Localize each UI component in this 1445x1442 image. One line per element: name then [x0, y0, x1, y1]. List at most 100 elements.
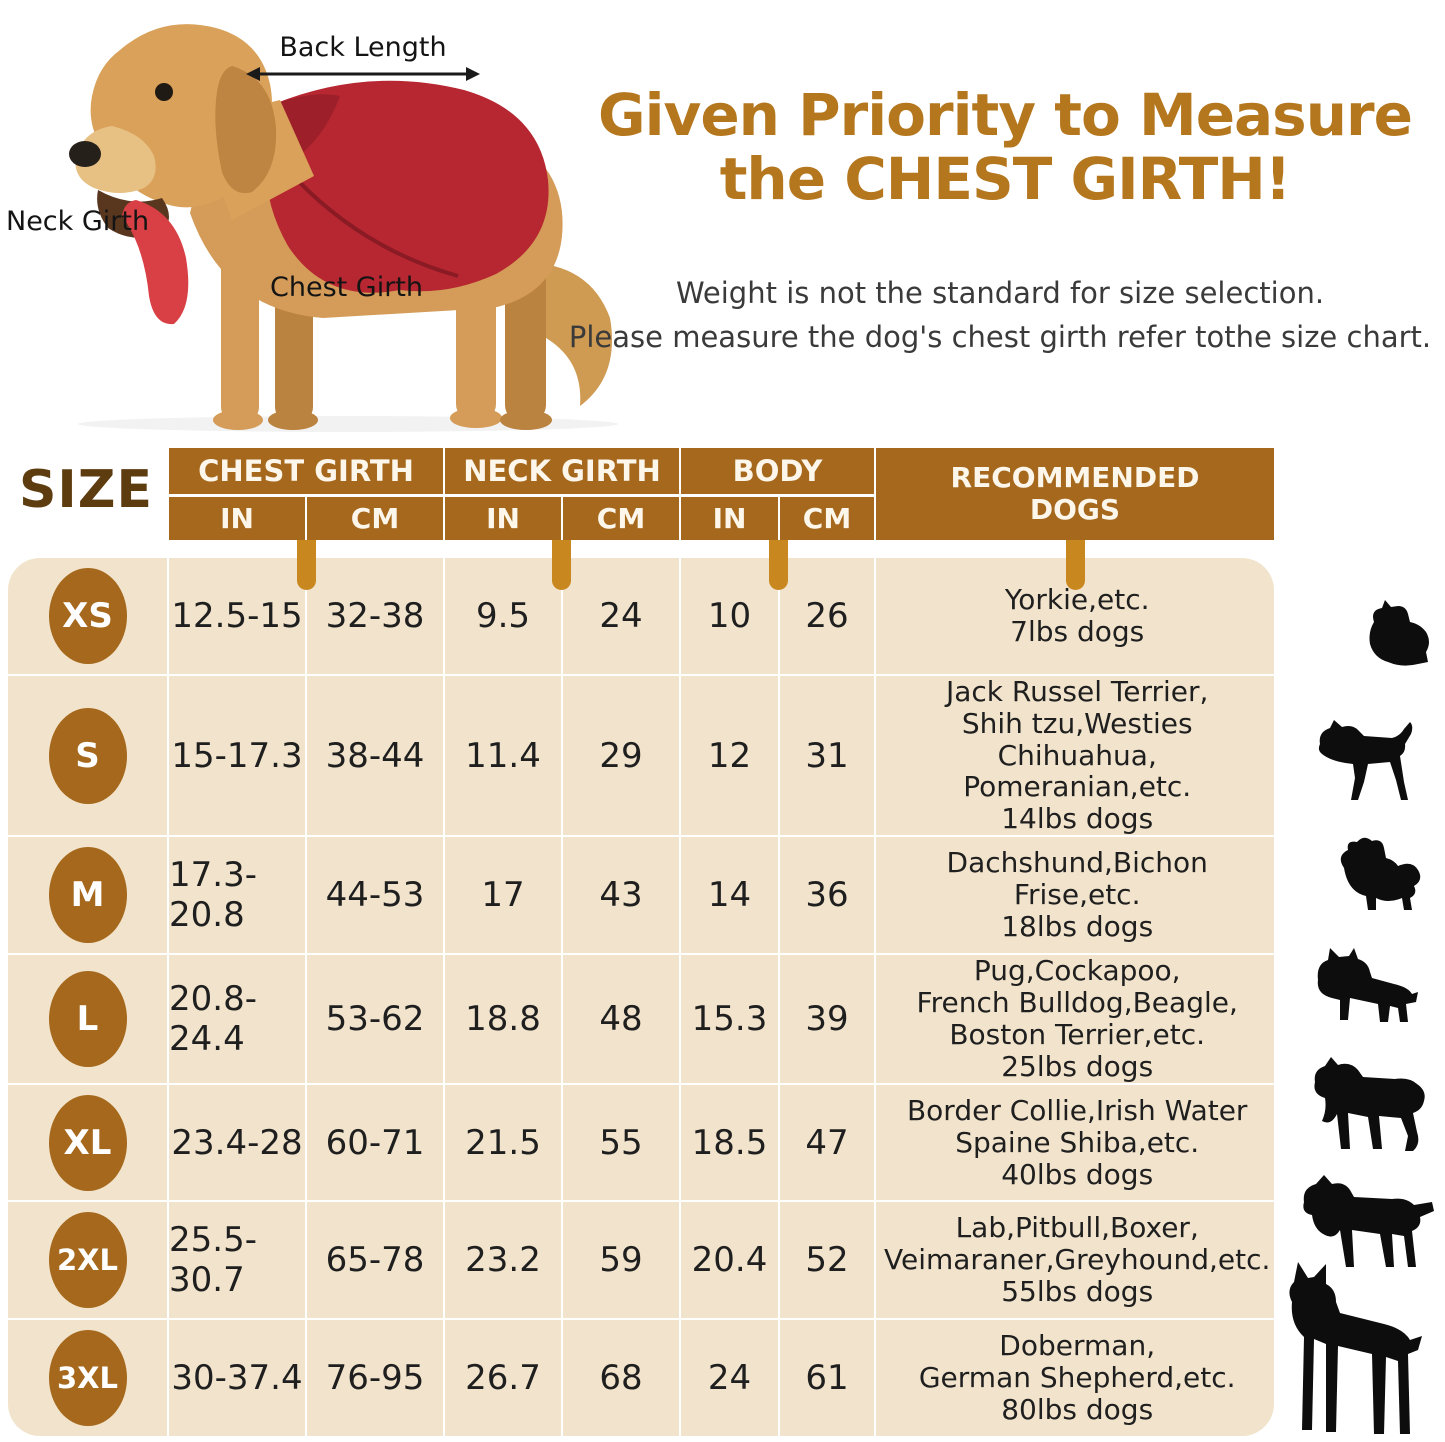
3xl-chest-cm: 76-95: [307, 1320, 443, 1436]
table-row-3xl-badge-cell: 3XL: [8, 1320, 167, 1436]
m-body-in: 14: [681, 837, 778, 954]
size-badge-s: S: [48, 707, 127, 804]
dog-tongue: [122, 200, 189, 325]
table-row-s-badge-cell: S: [8, 675, 167, 836]
xs-body-cm: 26: [780, 558, 874, 674]
table-row-xl-badge-cell: XL: [8, 1084, 167, 1201]
size-badge-l: L: [48, 970, 127, 1067]
bichon-frise-icon: [1340, 837, 1421, 910]
m-neck-in: 17: [445, 837, 561, 954]
title-line-1: Given Priority to Measure: [598, 81, 1413, 149]
back-length-label: Back Length: [279, 32, 447, 63]
xs-neck-in: 9.5: [445, 558, 561, 674]
header-tab-decoration: [552, 540, 571, 590]
page-subtitle: Weight is not the standard for size sele…: [555, 272, 1445, 359]
3xl-neck-cm: 68: [563, 1320, 679, 1436]
l-recommended-dogs: Pug,Cockapoo, French Bulldog,Beagle, Bosto…: [876, 955, 1274, 1083]
2xl-body-in: 20.4: [681, 1202, 778, 1319]
xs-chest-in: 12.5-15: [169, 558, 305, 674]
2xl-recommended-dogs: Lab,Pitbull,Boxer, Veimaraner,Greyhound,e…: [876, 1202, 1274, 1319]
arrow-right-head: [466, 67, 480, 81]
dog-muzzle: [75, 126, 156, 193]
dog-coat-piping: [284, 166, 459, 278]
2xl-neck-in: 23.2: [445, 1202, 561, 1319]
body-in-header: IN: [681, 497, 778, 540]
chest-cm-header: CM: [307, 497, 443, 540]
french-bulldog-icon: [1317, 948, 1418, 1022]
title-line-2: the CHEST GIRTH!: [719, 144, 1292, 213]
chest-girth-header: CHEST GIRTH: [169, 448, 443, 494]
neck-girth-header: NECK GIRTH: [445, 448, 679, 494]
s-neck-cm: 29: [563, 675, 679, 836]
header-tab-decoration: [1066, 540, 1085, 590]
m-chest-in: 17.3-20.8: [169, 837, 305, 954]
table-row-m-badge-cell: M: [8, 837, 167, 954]
recommended-dogs-header: RECOMMENDED DOGS: [876, 448, 1274, 540]
size-badge-2xl: 2XL: [48, 1212, 127, 1309]
dog-ear: [215, 66, 277, 194]
body-cm-header: CM: [780, 497, 874, 540]
s-neck-in: 11.4: [445, 675, 561, 836]
page-title: Given Priority to Measure the CHEST GIRT…: [565, 81, 1445, 213]
3xl-body-in: 24: [681, 1320, 778, 1436]
size-badge-3xl: 3XL: [48, 1330, 127, 1427]
2xl-neck-cm: 59: [563, 1202, 679, 1319]
dog-nose: [69, 141, 101, 167]
spaniel-icon: [1303, 1175, 1434, 1267]
s-body-in: 12: [681, 675, 778, 836]
l-body-in: 15.3: [681, 955, 778, 1083]
body-header: BODY: [681, 448, 874, 494]
xl-neck-in: 21.5: [445, 1084, 561, 1201]
3xl-chest-in: 30-37.4: [169, 1320, 305, 1436]
xl-recommended-dogs: Border Collie,Irish Water Spaine Shiba,et…: [876, 1084, 1274, 1201]
header-tab-decoration: [769, 540, 788, 590]
size-badge-m: M: [48, 847, 127, 944]
3xl-neck-in: 26.7: [445, 1320, 561, 1436]
neck-girth-label: Neck Girth: [6, 206, 150, 237]
xs-neck-cm: 24: [563, 558, 679, 674]
yorkie-icon: [1369, 600, 1429, 666]
xs-body-in: 10: [681, 558, 778, 674]
2xl-chest-cm: 65-78: [307, 1202, 443, 1319]
xl-neck-cm: 55: [563, 1084, 679, 1201]
size-table: XS 12.5-15 32-38 9.5 24 10 26 Yorkie,etc…: [8, 558, 1274, 1436]
2xl-body-cm: 52: [780, 1202, 874, 1319]
xl-chest-in: 23.4-28: [169, 1084, 305, 1201]
l-body-cm: 39: [780, 955, 874, 1083]
border-collie-icon: [1314, 1057, 1425, 1151]
size-badge-xs: XS: [48, 567, 127, 664]
dog-measurement-illustration: [69, 24, 618, 432]
dog-coat: [264, 80, 549, 293]
chest-girth-label: Chest Girth: [270, 272, 424, 303]
neck-cm-header: CM: [563, 497, 679, 540]
2xl-chest-in: 25.5-30.7: [169, 1202, 305, 1319]
neck-in-header: IN: [445, 497, 561, 540]
m-chest-cm: 44-53: [307, 837, 443, 954]
3xl-recommended-dogs: Doberman, German Shepherd,etc. 80lbs dogs: [876, 1320, 1274, 1436]
xl-body-cm: 47: [780, 1084, 874, 1201]
doberman-icon: [1289, 1262, 1422, 1434]
l-neck-in: 18.8: [445, 955, 561, 1083]
l-chest-in: 20.8-24.4: [169, 955, 305, 1083]
m-neck-cm: 43: [563, 837, 679, 954]
chest-in-header: IN: [169, 497, 305, 540]
l-chest-cm: 53-62: [307, 955, 443, 1083]
table-row-xs-badge-cell: XS: [8, 558, 167, 674]
l-neck-cm: 48: [563, 955, 679, 1083]
xl-chest-cm: 60-71: [307, 1084, 443, 1201]
xs-chest-cm: 32-38: [307, 558, 443, 674]
table-row-2xl-badge-cell: 2XL: [8, 1202, 167, 1319]
subtitle-line-2: Please measure the dog's chest girth ref…: [568, 319, 1432, 354]
dog-eye: [155, 83, 173, 101]
arrow-left-head: [246, 67, 260, 81]
size-column-title: SIZE: [18, 460, 154, 520]
subtitle-line-1: Weight is not the standard for size sele…: [675, 276, 1325, 310]
xl-body-in: 18.5: [681, 1084, 778, 1201]
m-body-cm: 36: [780, 837, 874, 954]
s-body-cm: 31: [780, 675, 874, 836]
table-row-l-badge-cell: L: [8, 955, 167, 1083]
s-chest-cm: 38-44: [307, 675, 443, 836]
s-chest-in: 15-17.3: [169, 675, 305, 836]
3xl-body-cm: 61: [780, 1320, 874, 1436]
